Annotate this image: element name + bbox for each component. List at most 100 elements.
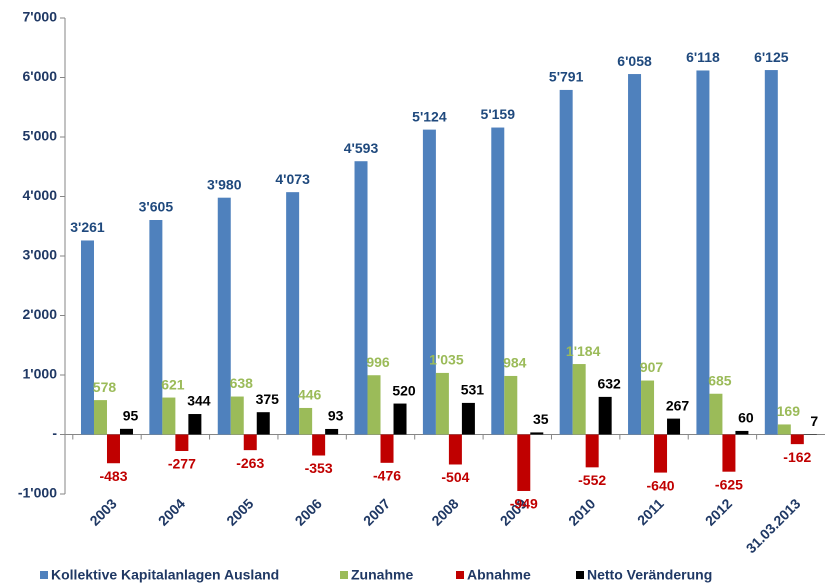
bar: [777, 424, 791, 435]
bar: [367, 375, 381, 435]
data-label: 685: [708, 372, 732, 388]
bar: [572, 364, 586, 435]
x-tick-label: 2003: [86, 495, 119, 528]
y-tick-label: -1'000: [18, 485, 57, 501]
x-tick-label: 2004: [155, 495, 188, 528]
data-label: 996: [366, 354, 390, 370]
legend-label: Zunahme: [351, 567, 413, 583]
data-label: 907: [640, 359, 664, 375]
legend-swatch: [576, 571, 584, 579]
data-label: 3'605: [139, 199, 174, 215]
y-tick-label: 7'000: [23, 9, 58, 25]
x-tick-label: 2008: [428, 495, 461, 528]
data-label: 4'073: [275, 171, 310, 187]
data-label: 3'980: [207, 176, 242, 192]
y-tick-label: 4'000: [23, 187, 58, 203]
bar: [435, 372, 449, 435]
data-label: -263: [236, 455, 264, 471]
data-label: 638: [230, 375, 254, 391]
bar: [491, 127, 505, 435]
bar: [696, 70, 710, 435]
data-label: 6'125: [754, 49, 789, 65]
data-label: 93: [328, 408, 344, 424]
x-tick-label: 2012: [702, 495, 735, 528]
y-tick-label: -: [52, 425, 57, 441]
bar: [641, 380, 655, 435]
data-label: -949: [510, 496, 538, 512]
bar: [380, 434, 394, 463]
bar: [461, 402, 475, 435]
bar: [585, 434, 599, 468]
bar: [709, 393, 723, 435]
data-label: -483: [99, 468, 127, 484]
bar: [188, 414, 202, 435]
data-label: 7: [810, 413, 818, 429]
legend-label: Abnahme: [467, 567, 531, 583]
bar: [764, 70, 778, 435]
bar: [448, 434, 462, 465]
bar: [149, 220, 163, 435]
data-label: 5'124: [412, 108, 447, 124]
legend-label: Netto Veränderung: [587, 567, 712, 583]
bar: [325, 428, 339, 435]
data-label: 5'159: [481, 106, 516, 122]
legend-swatch: [40, 571, 48, 579]
y-tick-label: 1'000: [23, 366, 58, 382]
bar: [735, 430, 749, 435]
data-label: 446: [298, 387, 322, 403]
data-label: -277: [168, 456, 196, 472]
data-label: -353: [305, 460, 333, 476]
bar: [256, 412, 270, 435]
bar: [628, 74, 642, 435]
bar: [162, 397, 176, 435]
data-label: -552: [578, 472, 606, 488]
data-label: 375: [256, 391, 280, 407]
data-label: 6'058: [617, 53, 652, 69]
bar: [80, 240, 94, 435]
data-label: 35: [533, 411, 549, 427]
bar: [790, 434, 804, 445]
legend-label: Kollektive Kapitalanlagen Ausland: [51, 567, 279, 583]
bar: [93, 400, 107, 435]
x-tick-label: 2010: [565, 495, 598, 528]
bar: [654, 434, 668, 473]
data-label: 578: [93, 379, 117, 395]
data-label: 984: [503, 355, 527, 371]
y-tick-label: 5'000: [23, 128, 58, 144]
data-label: -625: [715, 476, 743, 492]
y-tick-label: 6'000: [23, 68, 58, 84]
bar: [598, 396, 612, 435]
data-label: 344: [187, 393, 211, 409]
x-tick-label: 2005: [223, 495, 256, 528]
data-label: 6'118: [686, 49, 720, 65]
bar: [106, 434, 120, 464]
data-label: 3'261: [70, 219, 105, 235]
bar: [530, 432, 544, 435]
data-label: -162: [783, 449, 811, 465]
y-tick-label: 2'000: [23, 306, 58, 322]
data-label: 1'035: [429, 352, 464, 368]
bar: [230, 396, 244, 435]
data-label: 531: [461, 382, 485, 398]
data-label: 95: [123, 408, 139, 424]
data-label: 60: [738, 410, 754, 426]
bar: [504, 375, 518, 435]
bar: [422, 129, 436, 435]
bar: [667, 418, 681, 435]
x-tick-label: 31.03.2013: [743, 495, 804, 556]
bar: [559, 89, 573, 435]
data-label: 267: [666, 397, 690, 413]
bar: [354, 161, 368, 435]
data-label: -640: [647, 477, 675, 493]
bar: [175, 434, 189, 451]
bar: [722, 434, 736, 472]
bar: [517, 434, 531, 491]
legend-swatch: [456, 571, 464, 579]
data-label: 621: [161, 376, 185, 392]
bar: [299, 407, 313, 435]
data-label: 632: [597, 376, 621, 392]
bar: [119, 428, 133, 435]
data-label: 169: [777, 403, 801, 419]
bar: [393, 403, 407, 435]
